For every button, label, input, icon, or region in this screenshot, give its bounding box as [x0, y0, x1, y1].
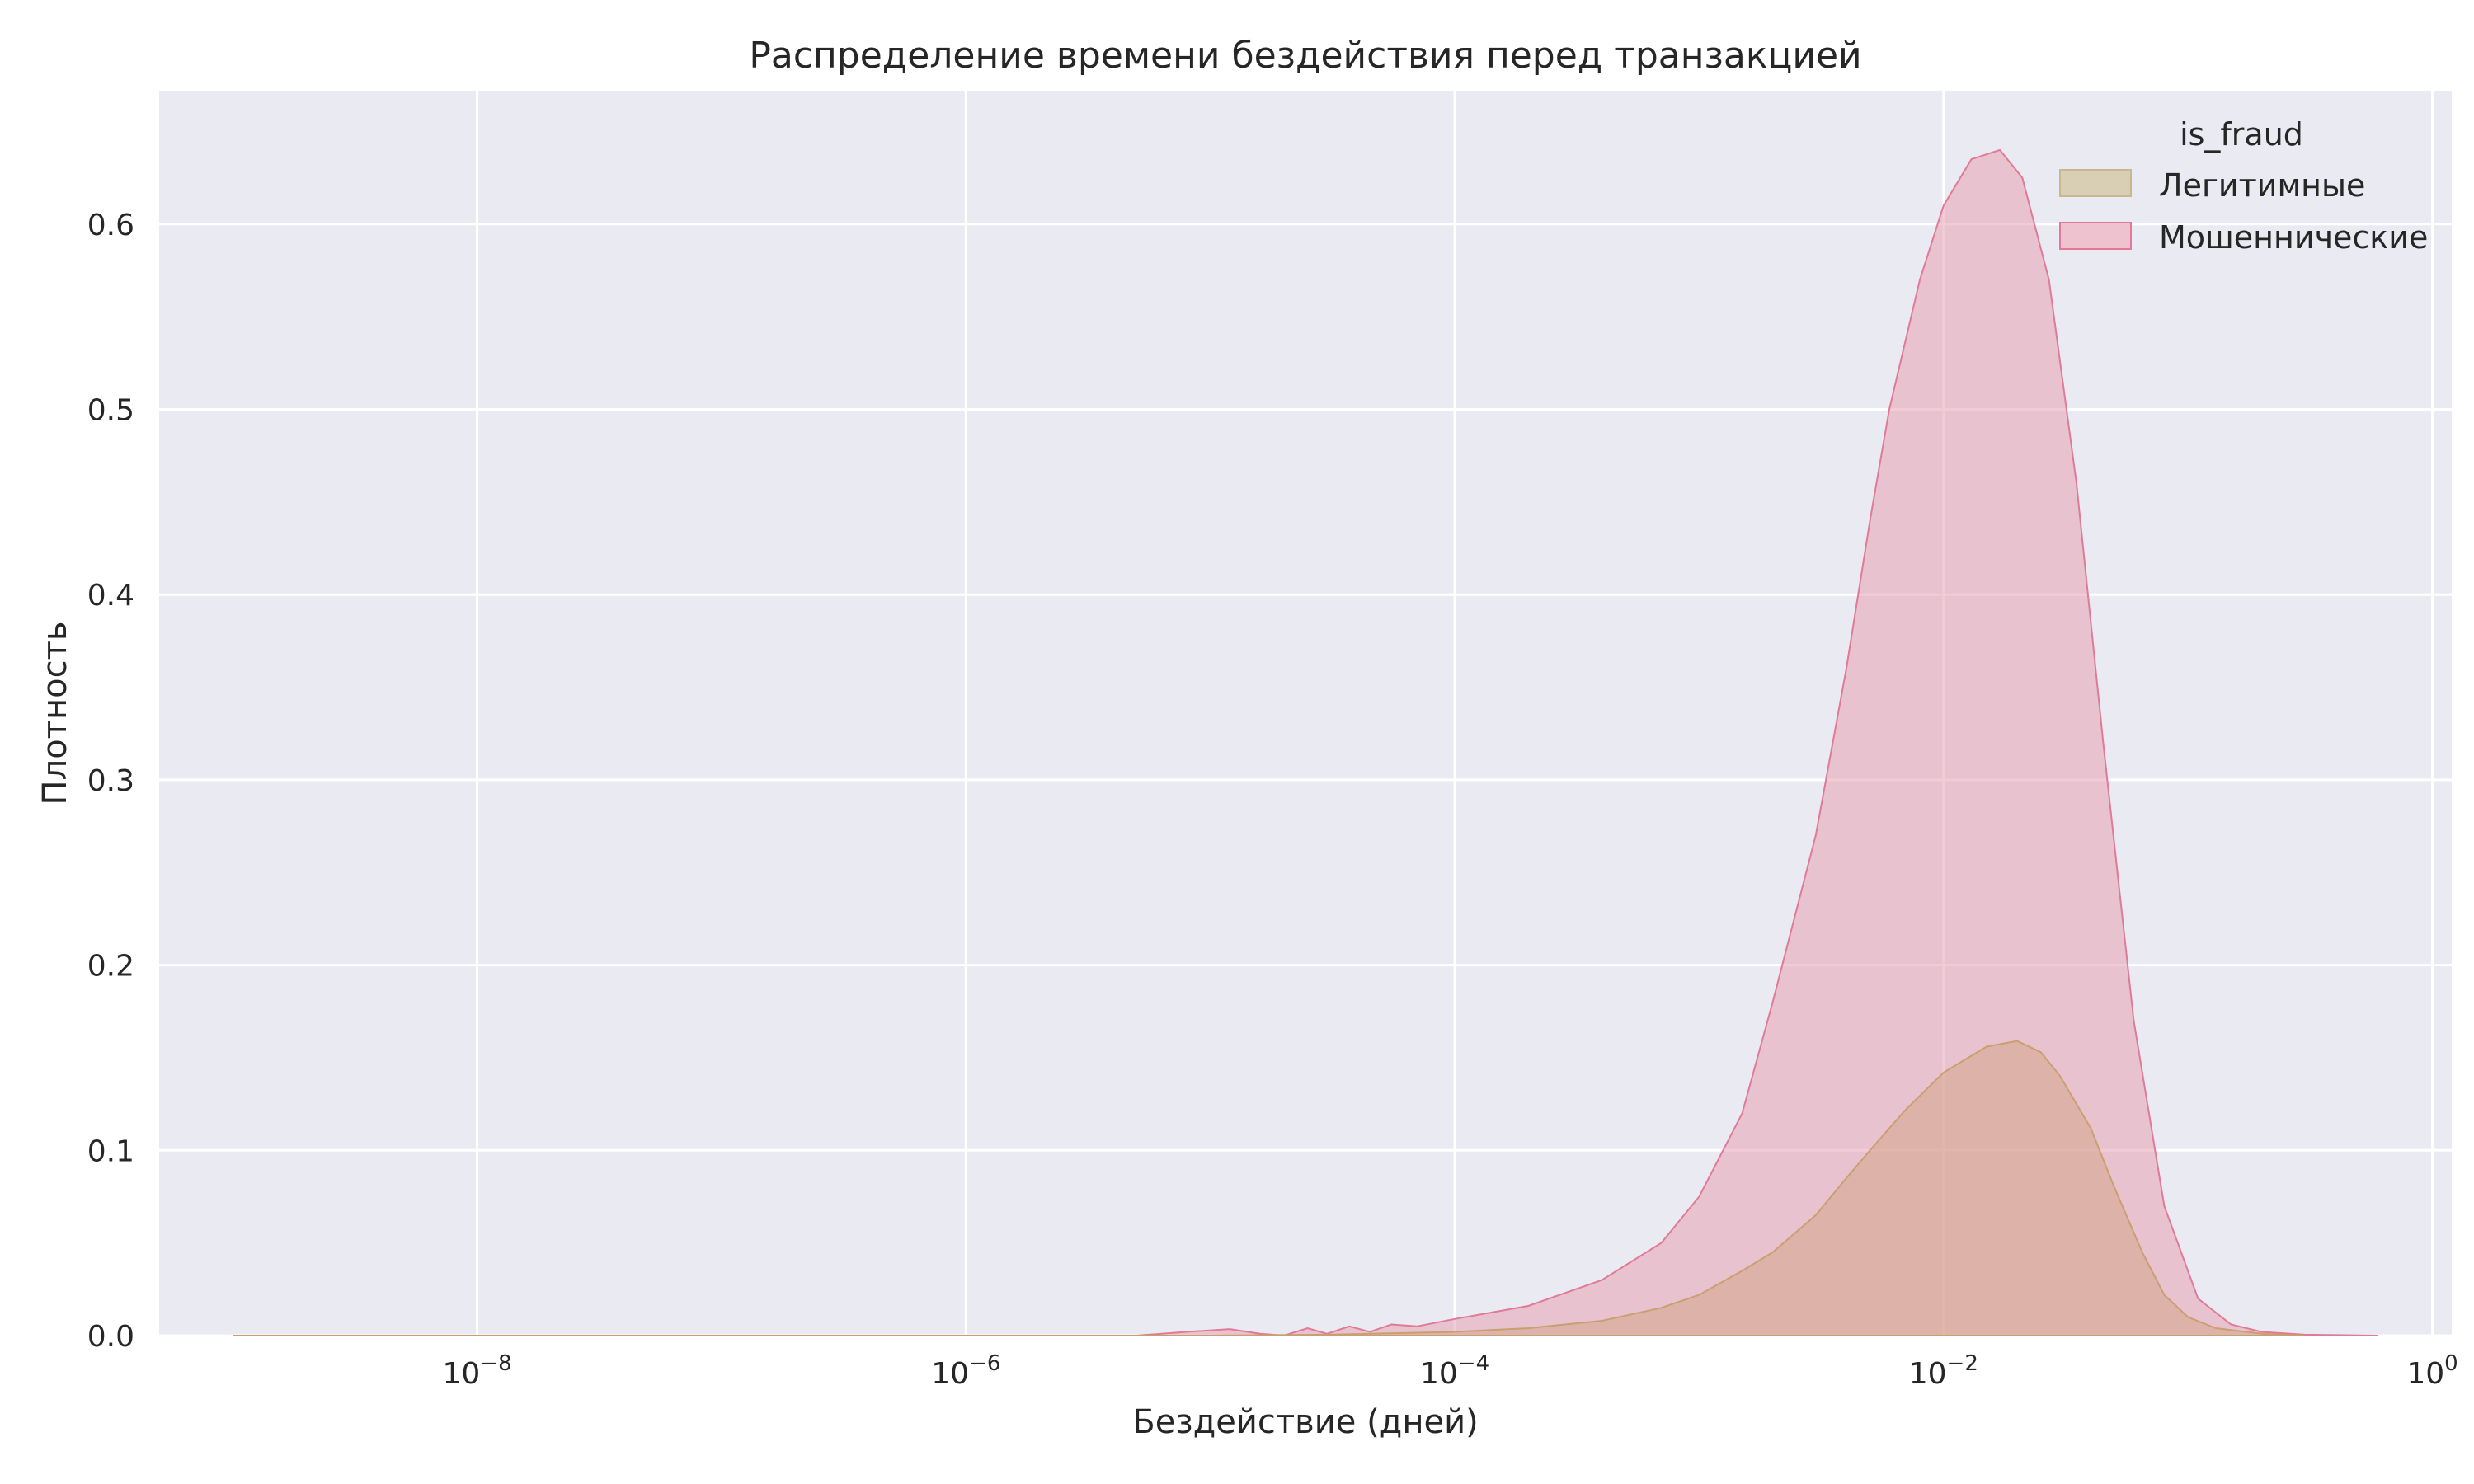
y-axis-title: Плотность	[36, 622, 74, 805]
density-area-legit	[233, 1040, 2305, 1336]
y-tick-label: 0.2	[87, 950, 134, 984]
x-tick-label: 100	[2406, 1351, 2458, 1391]
legend-label-fraud: Мошеннические	[2159, 219, 2428, 256]
legend-swatch-legit	[2059, 169, 2132, 197]
y-axis-ticks: 0.0 0.1 0.2 0.3 0.4 0.5 0.6	[87, 209, 134, 1354]
y-tick-label: 0.1	[87, 1134, 134, 1168]
density-area-fraud	[233, 148, 2378, 1337]
y-tick-label: 0.5	[87, 393, 134, 427]
chart-title: Распределение времени бездействия перед …	[749, 35, 1861, 77]
y-tick-label: 0.3	[87, 764, 134, 798]
x-tick-label: 10−2	[1909, 1351, 1978, 1391]
legend-swatch-fraud	[2059, 222, 2132, 250]
legend-title: is_fraud	[2180, 116, 2303, 153]
legend: is_fraud Легитимные Мошеннические	[2059, 116, 2428, 256]
x-tick-label: 10−4	[1420, 1351, 1489, 1391]
x-tick-label: 10−8	[443, 1351, 512, 1391]
x-tick-label: 10−6	[931, 1351, 1000, 1391]
x-axis-ticks: 10−8 10−6 10−4 10−2 100	[443, 1351, 2458, 1391]
y-tick-label: 0.0	[87, 1320, 134, 1354]
y-tick-label: 0.6	[87, 209, 134, 242]
x-axis-title: Бездействие (дней)	[1132, 1403, 1478, 1441]
y-tick-label: 0.4	[87, 579, 134, 613]
legend-label-legit: Легитимные	[2159, 167, 2365, 204]
density-areas	[233, 148, 2378, 1337]
